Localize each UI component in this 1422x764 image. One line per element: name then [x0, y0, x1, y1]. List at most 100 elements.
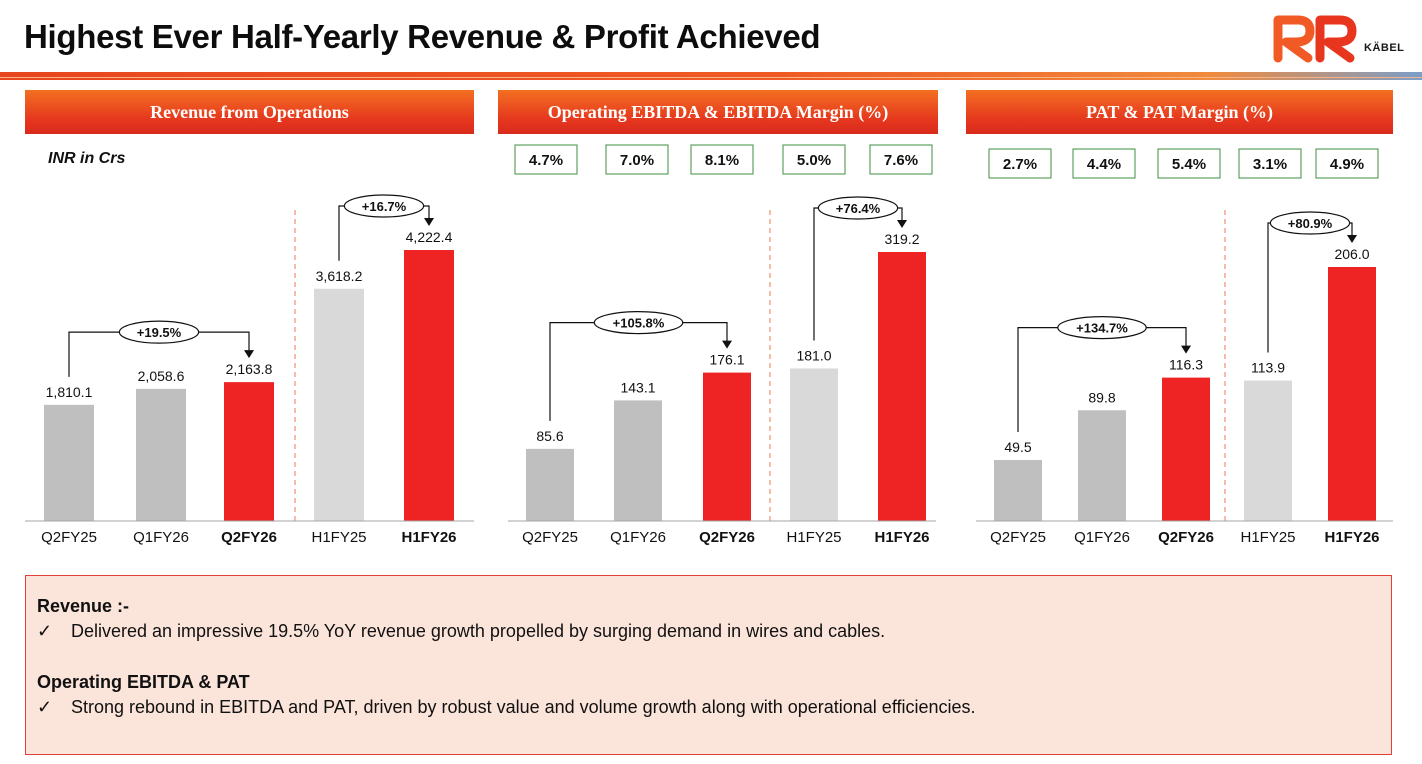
panel-header-ebitda: Operating EBITDA & EBITDA Margin (%)	[498, 90, 938, 134]
value-label: 2,058.6	[138, 368, 185, 384]
bar-q1fy26	[136, 388, 186, 521]
category-label: H1FY26	[401, 529, 456, 546]
growth-label: +80.9%	[1288, 216, 1333, 231]
category-label: H1FY26	[1324, 529, 1379, 546]
growth-label: +105.8%	[613, 316, 665, 331]
category-label: Q2FY25	[522, 529, 578, 546]
margin-label: 4.9%	[1330, 156, 1364, 173]
value-label: 176.1	[709, 352, 744, 368]
key-highlights-box: Revenue :- ✓ Delivered an impressive 19.…	[25, 575, 1392, 755]
bar-q2fy25	[44, 404, 94, 521]
category-label: Q2FY26	[699, 529, 755, 546]
value-label: 113.9	[1251, 360, 1285, 376]
value-label: 89.8	[1088, 389, 1115, 405]
margin-label: 4.7%	[529, 152, 563, 169]
rr-logo-icon	[1273, 15, 1357, 63]
panel-header-pat: PAT & PAT Margin (%)	[966, 90, 1393, 134]
check-icon: ✓	[37, 697, 53, 717]
bar-h1fy26	[1328, 267, 1376, 521]
margin-label: 5.0%	[797, 152, 831, 169]
margin-label: 4.4%	[1087, 156, 1121, 173]
bar-h1fy26	[878, 252, 926, 521]
value-label: 2,163.8	[226, 361, 273, 377]
revenue-point-text: Delivered an impressive 19.5% YoY revenu…	[71, 621, 886, 641]
bar-q1fy26	[614, 400, 662, 521]
category-label: H1FY25	[1240, 529, 1295, 546]
growth-badge	[593, 310, 684, 335]
growth-label: +16.7%	[362, 199, 407, 214]
bar-q1fy26	[1078, 410, 1126, 521]
slide-title: Highest Ever Half-Yearly Revenue & Profi…	[24, 18, 821, 55]
ebitda-pat-point: ✓ Strong rebound in EBITDA and PAT, driv…	[37, 697, 976, 718]
category-label: Q2FY25	[41, 529, 97, 546]
revenue-point: ✓ Delivered an impressive 19.5% YoY reve…	[37, 621, 885, 642]
bar-h1fy25	[314, 288, 364, 521]
value-label: 319.2	[884, 231, 919, 247]
revenue-heading: Revenue :-	[37, 596, 130, 616]
growth-arrowhead	[1347, 235, 1357, 243]
growth-label: +76.4%	[836, 201, 881, 216]
margin-box	[1238, 148, 1302, 179]
panel-header-revenue: Revenue from Operations	[25, 90, 474, 134]
growth-badge	[1057, 316, 1147, 340]
margin-box	[1315, 148, 1379, 179]
bar-h1fy26	[404, 250, 454, 521]
margin-box	[1157, 148, 1221, 179]
value-label: 116.3	[1169, 357, 1203, 373]
margin-label: 7.0%	[620, 152, 654, 169]
margin-box	[869, 144, 933, 175]
category-label: H1FY25	[786, 529, 841, 546]
margin-box	[1072, 148, 1136, 179]
value-label: 143.1	[620, 379, 655, 395]
value-label: 181.0	[796, 347, 831, 363]
growth-arrowhead	[424, 218, 434, 226]
growth-badge	[817, 196, 899, 220]
margin-box	[988, 148, 1052, 179]
value-label: 3,618.2	[316, 268, 363, 284]
growth-arrowhead	[722, 340, 732, 349]
margin-box	[782, 144, 846, 175]
title-underline	[0, 72, 1422, 80]
check-icon: ✓	[37, 621, 53, 641]
revenue-chart: 1,810.1 Q2FY25 2,058.6 Q1FY26 2,163.8 Q2FY26 3…	[25, 194, 474, 546]
ebitda-pat-point-text: Strong rebound in EBITDA and PAT, driven…	[71, 697, 976, 717]
value-label: 206.0	[1334, 246, 1369, 262]
category-label: Q1FY26	[610, 529, 666, 546]
bar-h1fy25	[1244, 380, 1292, 521]
margin-label: 3.1%	[1253, 156, 1287, 173]
bar-h1fy25	[790, 368, 838, 521]
category-label: Q1FY26	[133, 529, 189, 546]
margin-box	[690, 144, 754, 175]
category-label: Q2FY26	[1158, 529, 1214, 546]
category-label: Q2FY25	[990, 529, 1046, 546]
bar-q2fy25	[526, 448, 574, 521]
growth-badge	[343, 194, 425, 218]
margin-label: 5.4%	[1172, 156, 1206, 173]
bar-q2fy26	[224, 382, 274, 521]
margin-box	[514, 144, 578, 175]
ebitda-chart: 4.7% 7.0% 8.1% 5.0% 7.6% 85.6 Q2FY25 143.1 Q1FY2…	[508, 144, 936, 546]
value-label: 1,810.1	[46, 384, 93, 400]
bar-q2fy25	[994, 459, 1042, 521]
bar-q2fy26	[1162, 377, 1210, 521]
value-label: 4,222.4	[406, 229, 453, 245]
ebitda-pat-heading: Operating EBITDA & PAT	[37, 672, 250, 692]
growth-badge	[1269, 211, 1351, 235]
category-label: H1FY25	[311, 529, 366, 546]
category-label: Q2FY26	[221, 529, 277, 546]
category-label: Q1FY26	[1074, 529, 1130, 546]
growth-label: +134.7%	[1076, 321, 1128, 336]
margin-label: 2.7%	[1003, 156, 1037, 173]
bar-q2fy26	[703, 372, 751, 521]
growth-arrowhead	[897, 220, 907, 228]
value-label: 85.6	[536, 428, 563, 444]
growth-label: +19.5%	[137, 325, 182, 340]
pat-chart: 2.7% 4.4% 5.4% 3.1% 4.9% 49.5 Q2FY25 89.8 Q1FY26…	[976, 148, 1393, 546]
category-label: H1FY26	[874, 529, 929, 546]
value-label: 49.5	[1004, 439, 1031, 455]
growth-arrowhead	[244, 350, 254, 359]
growth-badge	[118, 320, 200, 344]
margin-label: 8.1%	[705, 152, 739, 169]
margin-box	[605, 144, 669, 175]
margin-label: 7.6%	[884, 152, 918, 169]
